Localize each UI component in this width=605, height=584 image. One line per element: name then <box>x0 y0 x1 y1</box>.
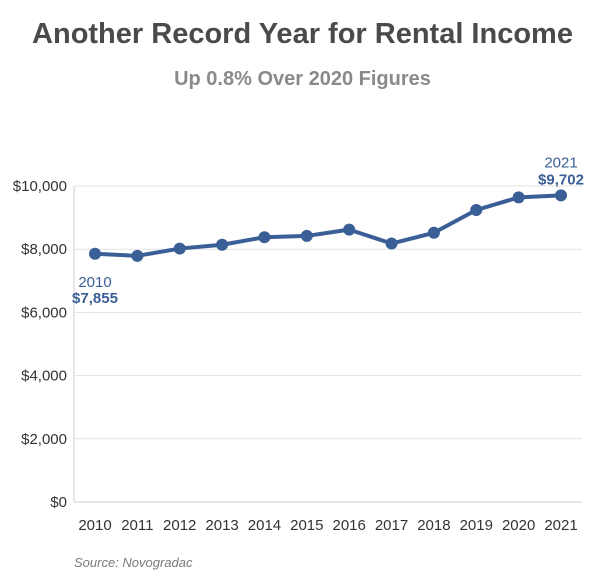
x-tick-label: 2017 <box>375 517 408 534</box>
x-tick-label: 2016 <box>332 517 365 534</box>
x-tick-label: 2014 <box>248 517 281 534</box>
annotations: 2010$7,855 2021$9,702 <box>72 154 584 306</box>
data-point <box>427 226 440 239</box>
y-tick-label: $10,000 <box>13 178 67 195</box>
data-point <box>300 229 313 242</box>
x-tick-label: 2020 <box>502 517 535 534</box>
data-point <box>89 247 101 260</box>
data-point <box>385 237 398 250</box>
data-point <box>555 189 567 202</box>
source-note: Source: Novogradac <box>74 555 193 570</box>
y-tick-label: $4,000 <box>21 368 67 385</box>
data-point <box>512 191 525 204</box>
x-tick-label: 2010 <box>78 517 111 534</box>
annotation-year: 2021 <box>544 154 577 171</box>
data-point <box>216 238 229 251</box>
data-point <box>173 242 186 255</box>
x-tick-label: 2019 <box>460 517 493 534</box>
chart-title: Another Record Year for Rental Income <box>32 18 573 50</box>
annotation-value: $7,855 <box>72 290 118 307</box>
data-point <box>131 249 144 262</box>
x-tick-label: 2015 <box>290 517 323 534</box>
data-point <box>470 204 483 217</box>
y-tick-label: $6,000 <box>21 304 67 321</box>
y-tick-label: $0 <box>50 494 67 511</box>
gridlines <box>74 185 582 503</box>
series-line <box>93 193 563 258</box>
series-layer <box>89 189 567 262</box>
chart-subtitle: Up 0.8% Over 2020 Figures <box>174 68 431 90</box>
annotation-value: $9,702 <box>538 171 584 188</box>
data-point <box>343 223 356 236</box>
x-tick-label: 2018 <box>417 517 450 534</box>
x-axis: 2010 2011 2012 2013 2014 2015 2016 2017 2018 2019… <box>78 517 577 534</box>
data-point <box>258 231 271 244</box>
y-tick-label: $2,000 <box>21 431 67 448</box>
y-axis: $0 $2,000 $4,000 $6,000 $8,000 $10,000 <box>13 178 75 511</box>
annotation-year: 2010 <box>78 274 111 291</box>
x-tick-label: 2012 <box>163 517 196 534</box>
x-tick-label: 2013 <box>205 517 238 534</box>
y-tick-label: $8,000 <box>21 241 67 258</box>
x-tick-label: 2021 <box>544 517 577 534</box>
x-tick-label: 2011 <box>121 517 153 534</box>
